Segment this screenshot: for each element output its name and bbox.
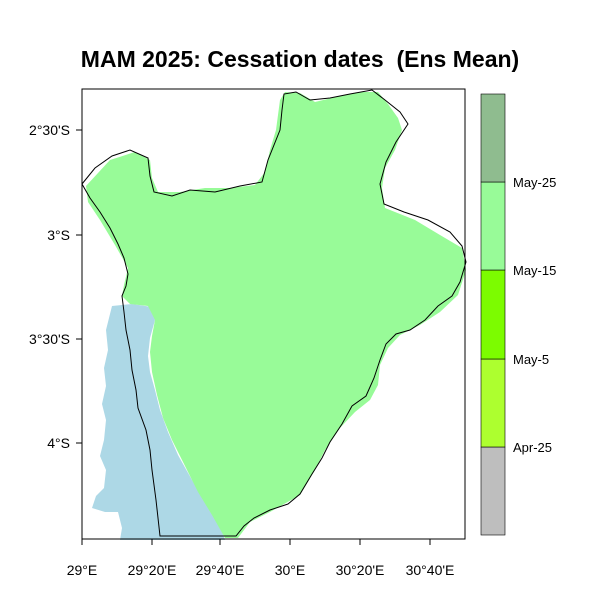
y-tick-label: 2°30'S [29, 122, 70, 138]
x-tick-label: 29°40'E [196, 562, 245, 578]
legend-label: Apr-25 [513, 440, 552, 455]
legend-swatch-4 [480, 181, 506, 271]
map-title: MAM 2025: Cessation dates (Ens Mean) [80, 46, 520, 72]
x-axis: 29°E 29°20'E 29°40'E 30°E 30°20'E 30°40'… [67, 539, 455, 578]
x-tick-label: 30°E [275, 562, 306, 578]
legend-label: May-15 [513, 263, 556, 278]
map-frame [81, 88, 466, 540]
legend-swatch-5 [480, 93, 506, 183]
legend-swatch-2 [480, 358, 506, 448]
x-tick-label: 30°40'E [406, 562, 455, 578]
y-tick-label: 3°30'S [29, 331, 70, 347]
country-border [81, 89, 467, 537]
x-tick-label: 29°E [67, 562, 98, 578]
map-area [81, 89, 467, 540]
legend-label: May-5 [513, 352, 549, 367]
legend-swatch-3 [480, 269, 506, 360]
lake-tanganyika [92, 304, 225, 540]
burundi-shading [86, 92, 466, 538]
legend-swatch-1 [480, 446, 506, 536]
color-legend: Apr-25 May-5 May-15 May-25 [480, 93, 556, 536]
y-axis: 2°30'S 3°S 3°30'S 4°S [29, 122, 82, 451]
y-tick-label: 4°S [47, 435, 70, 451]
legend-label: May-25 [513, 175, 556, 190]
x-tick-label: 29°20'E [128, 562, 177, 578]
y-tick-label: 3°S [47, 227, 70, 243]
x-tick-label: 30°20'E [336, 562, 385, 578]
